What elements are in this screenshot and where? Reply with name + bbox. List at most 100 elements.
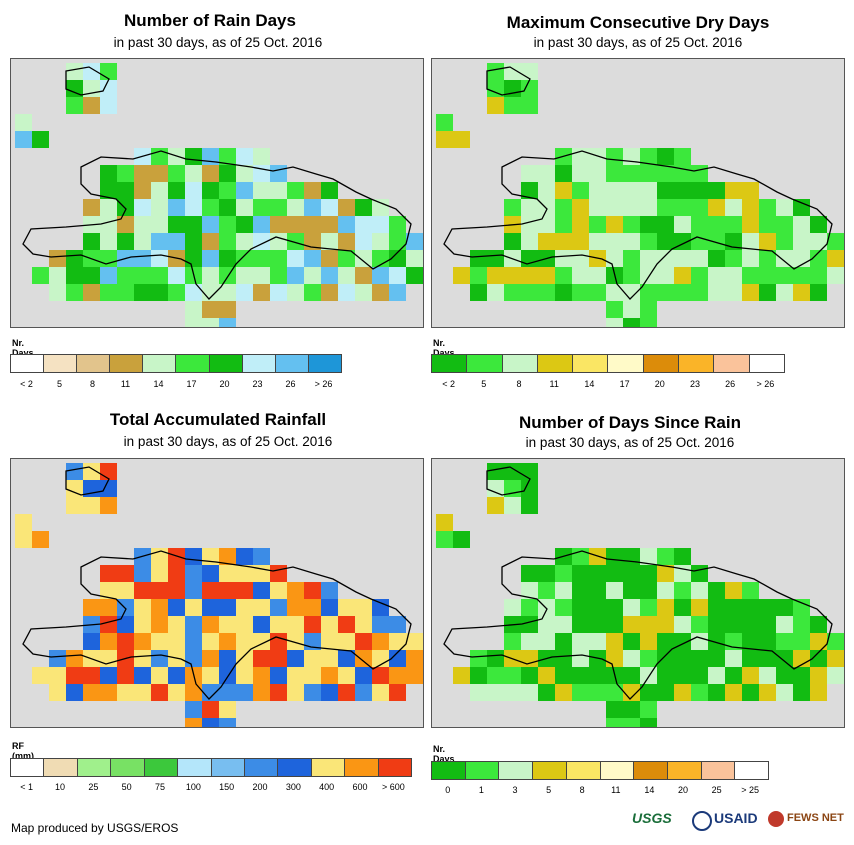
grid-cell [185, 182, 202, 199]
grid-cell [372, 284, 389, 301]
grid-cell [538, 616, 555, 633]
grid-cell [589, 199, 606, 216]
grid-cell [355, 650, 372, 667]
grid-cell [691, 267, 708, 284]
legend-swatch [44, 759, 78, 776]
grid-cell [321, 250, 338, 267]
grid-cell [151, 165, 168, 182]
grid-cell [538, 165, 555, 182]
legend-tick-label: 1 [478, 785, 484, 795]
grid-cell [487, 650, 504, 667]
grid-cell [589, 284, 606, 301]
grid-cell [759, 599, 776, 616]
grid-cell [134, 582, 151, 599]
grid-cell [355, 233, 372, 250]
grid-cell [623, 599, 640, 616]
grid-cell [270, 667, 287, 684]
grid-cell [708, 650, 725, 667]
grid-cell [134, 565, 151, 582]
grid-cell [151, 616, 168, 633]
grid-cell [355, 284, 372, 301]
grid-cell [168, 199, 185, 216]
grid-cell [640, 182, 657, 199]
grid-cell [572, 650, 589, 667]
grid-cell [725, 199, 742, 216]
grid-cell [742, 599, 759, 616]
grid-cell [759, 233, 776, 250]
grid-cell [742, 284, 759, 301]
legend-swatch [566, 762, 601, 779]
grid-cell [572, 565, 589, 582]
grid-cell [168, 582, 185, 599]
grid-cell [623, 216, 640, 233]
grid-cell [338, 267, 355, 284]
grid-cell [66, 684, 83, 701]
fewsnet-logo: FEWS NET [787, 812, 844, 824]
legend-tick-label: 20 [219, 379, 230, 389]
grid-cell [810, 284, 827, 301]
grid-cell [321, 667, 338, 684]
grid-cell [793, 284, 810, 301]
grid-cell [304, 667, 321, 684]
grid-cell [389, 216, 406, 233]
grid-cell [270, 633, 287, 650]
grid-cell [338, 650, 355, 667]
grid-cell [691, 650, 708, 667]
panel-subtitle: in past 30 days, as of 25 Oct. 2016 [113, 35, 323, 50]
grid-cell [236, 216, 253, 233]
legend-tick-label: 26 [285, 379, 296, 389]
grid-cell [572, 548, 589, 565]
grid-cell [372, 199, 389, 216]
grid-cell [219, 616, 236, 633]
grid-cell [810, 650, 827, 667]
grid-cell [389, 667, 406, 684]
grid-cell [83, 233, 100, 250]
grid-cell [389, 633, 406, 650]
grid-cell [202, 182, 219, 199]
grid-cell [83, 199, 100, 216]
grid-cell [742, 616, 759, 633]
grid-cell [657, 684, 674, 701]
grid-cell [708, 199, 725, 216]
grid-cell [236, 148, 253, 165]
legend-tick-label: 23 [252, 379, 263, 389]
grid-cell [691, 616, 708, 633]
legend-tick-label: 20 [654, 379, 665, 389]
grid-cell [623, 616, 640, 633]
grid-cell [504, 497, 521, 514]
legend-swatch [44, 355, 78, 372]
grid-cell [270, 284, 287, 301]
grid-cell [606, 599, 623, 616]
grid-cell [623, 650, 640, 667]
grid-cell [708, 250, 725, 267]
legend-swatch [176, 355, 210, 372]
grid-cell [202, 284, 219, 301]
grid-cell [606, 633, 623, 650]
grid-cell [691, 599, 708, 616]
grid-cell [487, 463, 504, 480]
grid-cell [827, 633, 844, 650]
grid-cell [691, 565, 708, 582]
map-canvas [15, 463, 423, 727]
grid-cell [827, 267, 844, 284]
coastline [22, 150, 412, 300]
grid-cell [793, 199, 810, 216]
usgs-logo: USGS [632, 810, 672, 826]
grid-cell [117, 165, 134, 182]
grid-cell [793, 599, 810, 616]
grid-cell [623, 582, 640, 599]
grid-cell [304, 284, 321, 301]
grid-cell [389, 233, 406, 250]
grid-cell [555, 267, 572, 284]
grid-cell [100, 216, 117, 233]
grid-cell [606, 182, 623, 199]
grid-cell [810, 233, 827, 250]
grid-cell [219, 633, 236, 650]
grid-cell [270, 199, 287, 216]
grid-cell [759, 616, 776, 633]
grid-cell [589, 182, 606, 199]
grid-cell [708, 667, 725, 684]
fewsnet-globe-icon [768, 811, 784, 827]
grid-cell [827, 233, 844, 250]
grid-cell [521, 63, 538, 80]
